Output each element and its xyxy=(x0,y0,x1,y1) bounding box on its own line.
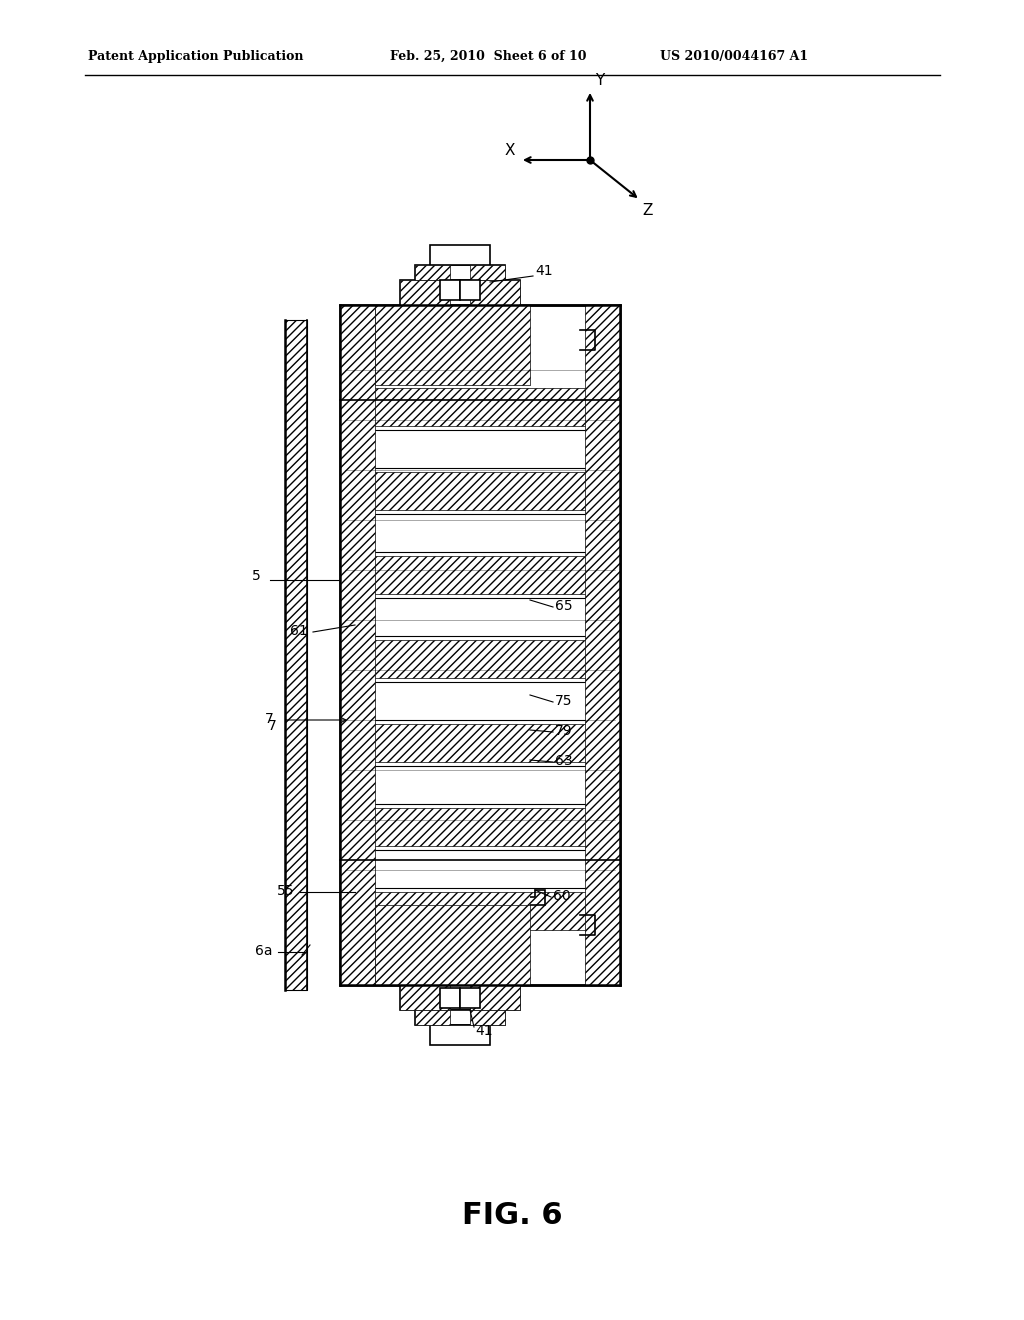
Bar xyxy=(355,640,610,678)
Bar xyxy=(440,987,460,1008)
Text: 7: 7 xyxy=(268,719,276,733)
Bar xyxy=(415,265,505,280)
Bar xyxy=(430,246,490,265)
Bar xyxy=(415,1010,505,1026)
Text: US 2010/0044167 A1: US 2010/0044167 A1 xyxy=(660,50,808,63)
Bar xyxy=(365,682,600,719)
Bar xyxy=(470,985,520,1010)
Bar xyxy=(415,265,450,280)
Text: Z: Z xyxy=(642,203,652,218)
Bar xyxy=(355,723,610,762)
Bar xyxy=(355,473,610,510)
Text: Patent Application Publication: Patent Application Publication xyxy=(88,50,303,63)
Text: 7: 7 xyxy=(265,711,273,726)
Bar xyxy=(460,987,480,1008)
Text: 63: 63 xyxy=(555,754,572,768)
Bar xyxy=(400,985,450,1010)
Bar xyxy=(365,766,600,804)
Bar xyxy=(460,280,480,300)
Bar xyxy=(470,1010,505,1026)
Bar xyxy=(415,1010,450,1026)
Text: 41: 41 xyxy=(475,1024,493,1038)
Bar xyxy=(375,906,530,985)
Bar xyxy=(340,305,375,985)
Bar xyxy=(470,265,505,280)
Bar xyxy=(355,556,610,594)
Text: 65: 65 xyxy=(555,599,572,612)
Text: 6a: 6a xyxy=(255,944,272,958)
Bar xyxy=(355,388,610,426)
Bar xyxy=(365,430,600,469)
Bar xyxy=(355,808,610,846)
Text: 55: 55 xyxy=(278,884,295,898)
Text: FIG. 6: FIG. 6 xyxy=(462,1200,562,1229)
Bar xyxy=(340,305,620,985)
Bar xyxy=(400,985,520,1010)
Bar xyxy=(355,892,610,931)
Bar xyxy=(365,513,600,552)
Text: 5: 5 xyxy=(252,569,261,583)
Bar xyxy=(430,1026,490,1045)
Bar xyxy=(365,598,600,636)
Bar xyxy=(440,280,460,300)
Text: 75: 75 xyxy=(555,694,572,708)
Bar xyxy=(400,280,450,305)
Text: Feb. 25, 2010  Sheet 6 of 10: Feb. 25, 2010 Sheet 6 of 10 xyxy=(390,50,587,63)
Text: 41: 41 xyxy=(535,264,553,279)
Bar xyxy=(375,305,530,385)
Bar xyxy=(470,280,520,305)
Bar xyxy=(400,280,520,305)
Text: 61: 61 xyxy=(290,624,308,638)
Bar xyxy=(365,850,600,888)
Text: 60: 60 xyxy=(553,888,570,903)
Text: X: X xyxy=(505,143,515,158)
Text: Y: Y xyxy=(595,73,604,88)
Bar xyxy=(285,319,307,990)
Bar xyxy=(585,305,620,985)
Text: 79: 79 xyxy=(555,723,572,738)
